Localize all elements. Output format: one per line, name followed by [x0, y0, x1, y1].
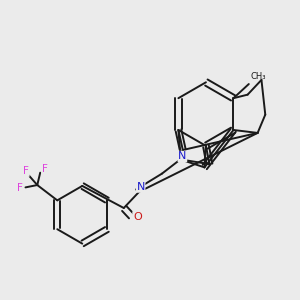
Text: F: F [23, 166, 29, 176]
Text: N: N [136, 182, 145, 192]
Text: F: F [17, 183, 23, 193]
Text: N: N [178, 152, 187, 161]
Text: F: F [42, 164, 48, 174]
Text: O: O [133, 212, 142, 222]
Text: CH₃: CH₃ [250, 71, 266, 80]
